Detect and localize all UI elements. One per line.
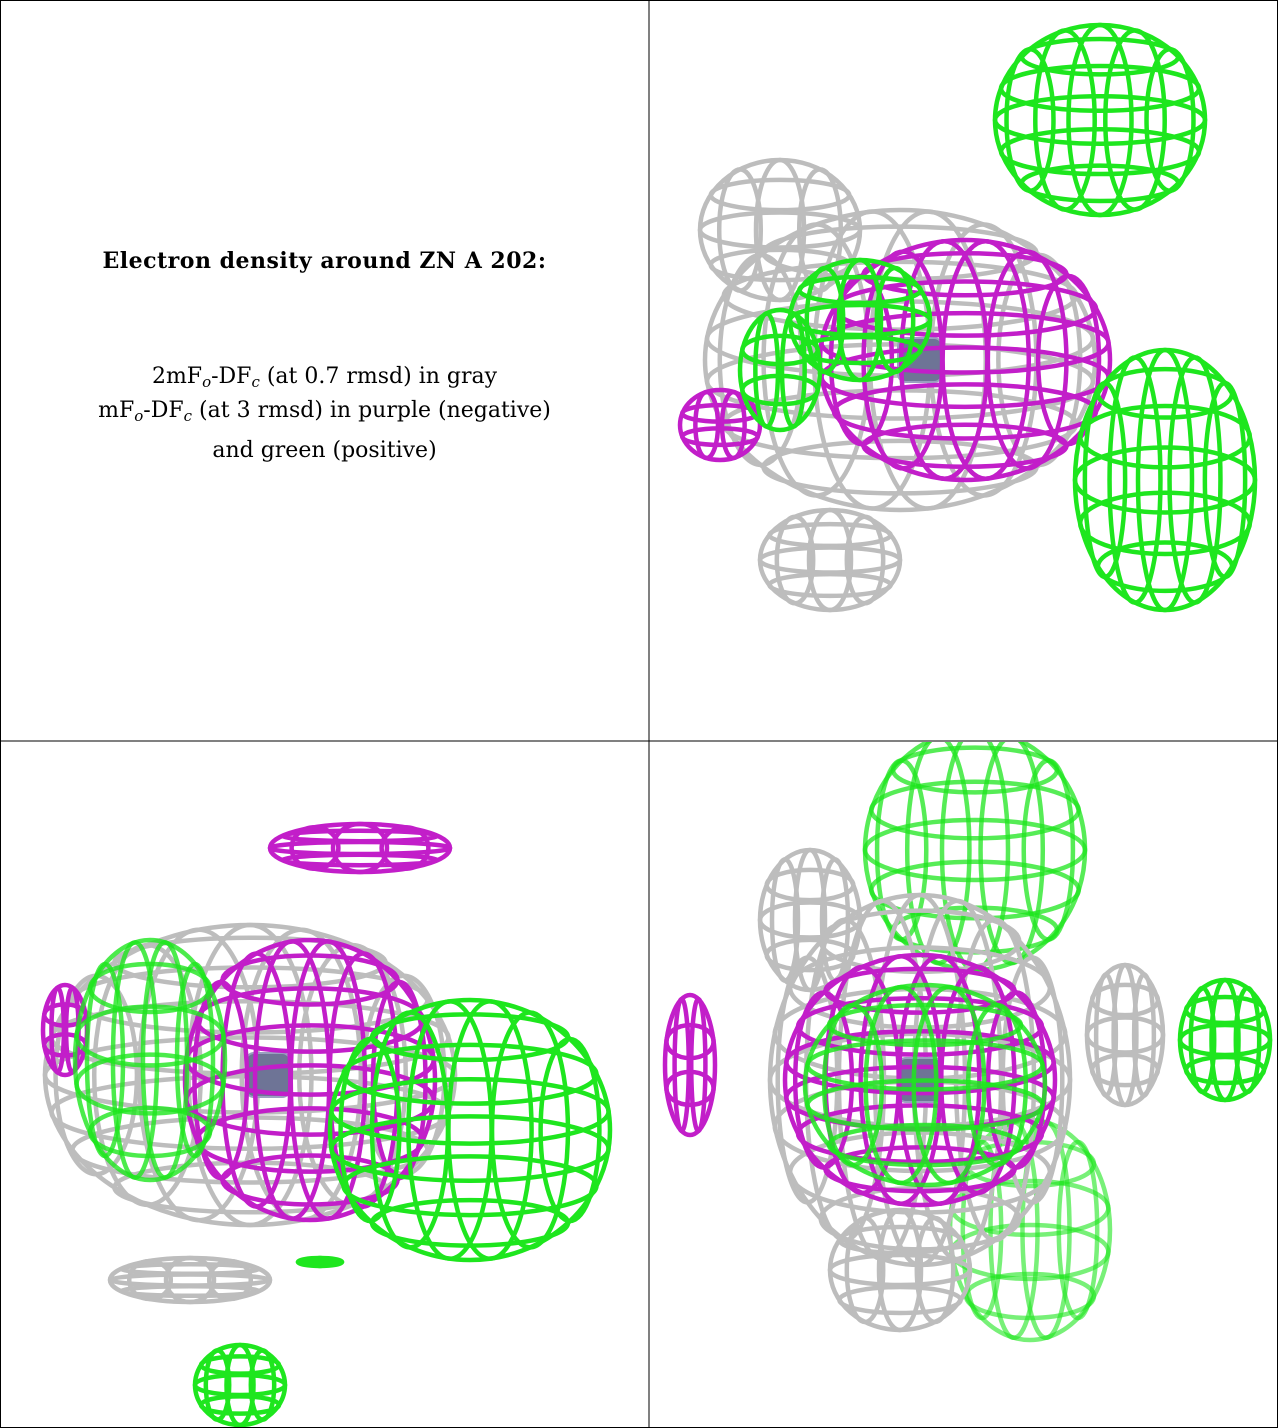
caption-line: and green (positive) — [0, 438, 649, 463]
mesh-wire — [1177, 1022, 1273, 1058]
mesh-wire — [757, 847, 863, 993]
mesh-wire — [693, 389, 721, 461]
mesh-wire — [267, 821, 453, 875]
caption-line: mFo-DFc (at 3 rmsd) in purple (negative) — [0, 398, 649, 425]
view-bottom-right — [662, 742, 1273, 1343]
mesh-wire — [198, 1354, 282, 1376]
mesh-wire — [1077, 403, 1253, 470]
mesh-wire — [192, 1342, 288, 1427]
mesh-wire — [672, 996, 691, 1134]
mesh-wire — [767, 521, 893, 549]
mesh-wire — [1084, 962, 1166, 1108]
caption-title: Electron density around ZN A 202: — [102, 248, 547, 274]
mesh-wire — [1089, 1052, 1161, 1088]
view-bottom-left — [40, 821, 613, 1427]
text-run: 2mF — [151, 364, 203, 389]
mesh-wire — [1089, 982, 1161, 1018]
mesh-wire — [267, 839, 453, 857]
mesh-wire — [939, 742, 1011, 973]
subscript: c — [251, 373, 260, 391]
mesh-wire — [279, 828, 441, 844]
mesh-wire — [1177, 977, 1273, 1103]
mesh-wire — [802, 982, 1048, 1188]
mesh-wire — [862, 742, 1088, 973]
mesh-wire — [1167, 355, 1223, 605]
mesh-wire — [827, 1207, 973, 1333]
text-run: (at 0.7 rmsd) in gray — [259, 364, 498, 389]
mesh-wire — [118, 1283, 262, 1299]
mesh-wire — [757, 507, 903, 613]
text-run: -DF — [211, 364, 252, 389]
mesh-wire — [140, 940, 190, 1180]
mesh-wire — [1135, 347, 1195, 613]
mesh-wire — [107, 1255, 273, 1305]
mesh-wire — [757, 545, 903, 575]
subscript: c — [183, 407, 193, 425]
text-run: (at 3 rmsd) in purple (negative) — [192, 398, 551, 423]
mesh-wire — [42, 922, 458, 1228]
mesh-wire — [279, 852, 441, 868]
mesh-wire — [764, 867, 856, 903]
subscript: o — [134, 407, 144, 425]
mesh-wire — [782, 952, 1058, 1208]
mesh-wire — [72, 937, 228, 1183]
caption-line: 2mFo-DFc (at 0.7 rmsd) in gray — [0, 364, 649, 391]
mesh-wire — [689, 996, 708, 1134]
mesh-wire — [837, 1284, 963, 1316]
mesh-wire — [662, 992, 718, 1138]
text-run: mF — [98, 398, 135, 423]
mesh-wire — [295, 1255, 345, 1269]
mesh-wire — [992, 22, 1208, 218]
subscript: o — [202, 373, 212, 391]
mesh-wire — [767, 571, 893, 599]
text-run: and green (positive) — [212, 438, 437, 463]
text-run: -DF — [143, 398, 184, 423]
mesh-wire — [1066, 22, 1134, 218]
mesh-wire — [1183, 1054, 1267, 1086]
mesh-wire — [1202, 380, 1248, 580]
mesh-wire — [1077, 490, 1253, 557]
mesh-wire — [904, 742, 972, 966]
mesh-wire — [1033, 28, 1097, 212]
mesh-wire — [708, 177, 852, 213]
mesh-wire — [697, 157, 863, 303]
mesh-wire — [1021, 758, 1076, 942]
mesh-wire — [1103, 28, 1167, 212]
mesh-wire — [1107, 355, 1163, 605]
mesh-wire — [107, 1272, 273, 1288]
mesh-wire — [1072, 347, 1258, 613]
mesh-wire — [737, 307, 823, 433]
mesh-wire — [702, 207, 1098, 513]
mesh-wire — [327, 997, 613, 1263]
mesh-wire — [827, 1252, 973, 1288]
view-top-right — [677, 22, 1258, 613]
mesh-wire — [1183, 994, 1267, 1026]
mesh-wire — [198, 1394, 282, 1416]
mesh-wire — [192, 1372, 288, 1398]
